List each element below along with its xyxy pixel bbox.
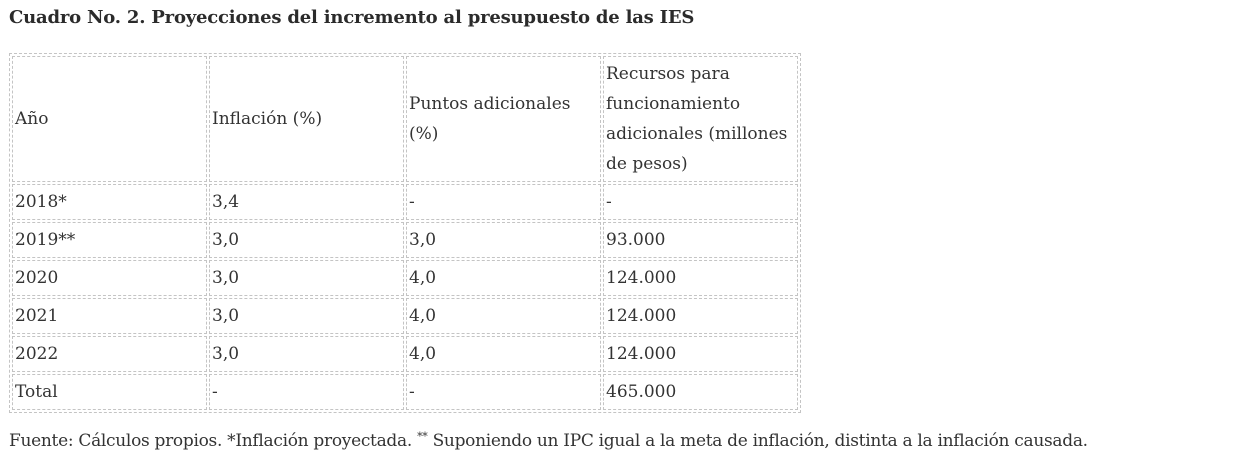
cell-additional-points: -: [406, 374, 601, 410]
header-year: Año: [12, 56, 207, 182]
cell-additional-points: 4,0: [406, 336, 601, 372]
header-additional-points: Puntos adicionales (%): [406, 56, 601, 182]
cell-additional-resources: 124.000: [603, 260, 798, 296]
source-footnote: Fuente: Cálculos propios. *Inflación pro…: [9, 430, 1088, 451]
footnote-marker: **: [417, 430, 428, 443]
table-header-row: Año Inflación (%) Puntos adicionales (%)…: [12, 56, 798, 182]
table-container: Año Inflación (%) Puntos adicionales (%)…: [9, 53, 801, 413]
table-row: 2019** 3,0 3,0 93.000: [12, 222, 798, 258]
cell-additional-points: 4,0: [406, 298, 601, 334]
cell-year: Total: [12, 374, 207, 410]
footnote-text-1: Fuente: Cálculos propios. *Inflación pro…: [9, 431, 418, 451]
table-total-row: Total - - 465.000: [12, 374, 798, 410]
cell-inflation: -: [209, 374, 404, 410]
table-row: 2020 3,0 4,0 124.000: [12, 260, 798, 296]
cell-year: 2022: [12, 336, 207, 372]
cell-inflation: 3,4: [209, 184, 404, 220]
cell-additional-resources: 124.000: [603, 336, 798, 372]
cell-additional-resources: -: [603, 184, 798, 220]
cell-inflation: 3,0: [209, 222, 404, 258]
cell-additional-resources: 93.000: [603, 222, 798, 258]
table-row: 2018* 3,4 - -: [12, 184, 798, 220]
cell-additional-resources: 465.000: [603, 374, 798, 410]
cell-inflation: 3,0: [209, 336, 404, 372]
cell-year: 2018*: [12, 184, 207, 220]
cell-year: 2021: [12, 298, 207, 334]
cell-inflation: 3,0: [209, 298, 404, 334]
table-row: 2021 3,0 4,0 124.000: [12, 298, 798, 334]
header-inflation: Inflación (%): [209, 56, 404, 182]
footnote-text-2: Suponiendo un IPC igual a la meta de inf…: [427, 431, 1089, 451]
cell-additional-points: 3,0: [406, 222, 601, 258]
cell-inflation: 3,0: [209, 260, 404, 296]
table-row: 2022 3,0 4,0 124.000: [12, 336, 798, 372]
cell-year: 2020: [12, 260, 207, 296]
cell-additional-resources: 124.000: [603, 298, 798, 334]
table-title: Cuadro No. 2. Proyecciones del increment…: [9, 7, 695, 28]
cell-additional-points: -: [406, 184, 601, 220]
cell-additional-points: 4,0: [406, 260, 601, 296]
budget-projection-table: Año Inflación (%) Puntos adicionales (%)…: [9, 53, 801, 413]
header-additional-resources: Recursos para funcionamiento adicionales…: [603, 56, 798, 182]
cell-year: 2019**: [12, 222, 207, 258]
